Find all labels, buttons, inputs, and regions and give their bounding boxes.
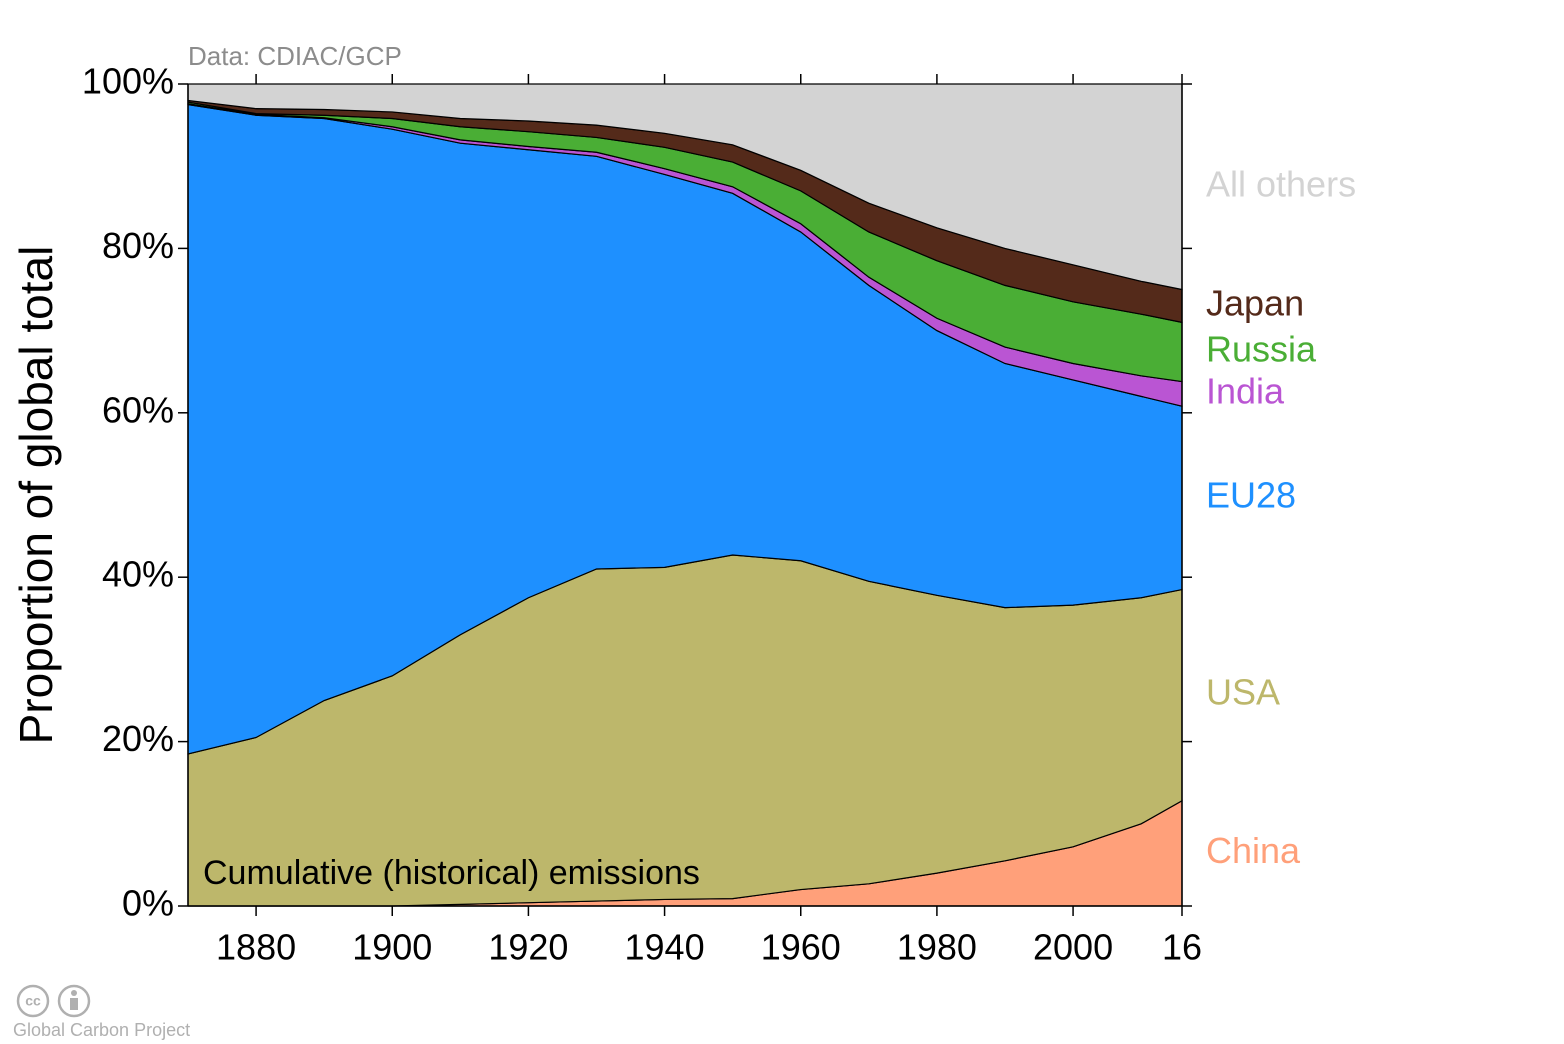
annotation: Cumulative (historical) emissions xyxy=(203,854,700,892)
svg-text:cc: cc xyxy=(25,993,41,1009)
x-tick-label: 2000 xyxy=(1033,927,1113,968)
series-label: Russia xyxy=(1206,328,1317,369)
x-tick-label: 1920 xyxy=(488,927,568,968)
y-tick-label: 80% xyxy=(102,225,174,266)
series-label: USA xyxy=(1206,672,1280,713)
source-note: Data: CDIAC/GCP xyxy=(188,41,402,71)
footer: Global Carbon Project xyxy=(13,1020,190,1040)
x-tick-label: 1980 xyxy=(897,927,977,968)
x-tick-label: 1900 xyxy=(352,927,432,968)
x-tick-label: 1940 xyxy=(625,927,705,968)
x-tick-label: 1880 xyxy=(216,927,296,968)
x-tick-label: 16 xyxy=(1162,927,1202,968)
y-axis-title: Proportion of global total xyxy=(10,246,62,745)
y-tick-label: 60% xyxy=(102,389,174,430)
cc-icons: cc xyxy=(16,984,91,1018)
series-label: EU28 xyxy=(1206,474,1296,515)
x-tick-label: 1960 xyxy=(761,927,841,968)
y-tick-label: 20% xyxy=(102,718,174,759)
y-tick-label: 100% xyxy=(82,61,174,102)
y-tick-label: 40% xyxy=(102,554,174,595)
series-label: All others xyxy=(1206,163,1356,204)
series-label: China xyxy=(1206,830,1301,871)
series-label: Japan xyxy=(1206,282,1304,323)
y-tick-label: 0% xyxy=(122,883,174,924)
series-label: India xyxy=(1206,370,1285,411)
